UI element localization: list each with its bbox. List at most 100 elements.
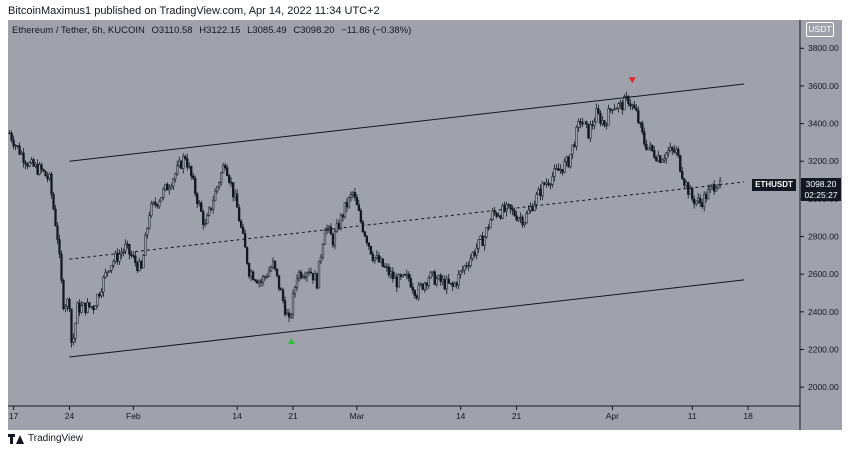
candle-body bbox=[30, 159, 33, 163]
candle-body bbox=[487, 227, 490, 229]
candle-body bbox=[321, 244, 325, 258]
candle-body bbox=[253, 279, 257, 282]
candle-body bbox=[58, 239, 61, 255]
candle-body bbox=[611, 109, 614, 111]
candle-body bbox=[481, 235, 484, 247]
candle-body bbox=[335, 223, 339, 232]
candle-body bbox=[427, 277, 430, 286]
candle-body bbox=[259, 280, 263, 283]
currency-badge[interactable]: USDT bbox=[806, 22, 834, 37]
candle-body bbox=[301, 276, 305, 278]
candle-body bbox=[277, 275, 281, 290]
candle-body bbox=[581, 122, 584, 125]
candle-body bbox=[16, 145, 19, 147]
candle-body bbox=[261, 276, 265, 283]
candle-body bbox=[517, 217, 520, 221]
candle-body bbox=[457, 274, 460, 286]
candle-body bbox=[623, 96, 626, 111]
candle-body bbox=[118, 253, 121, 262]
candle-body bbox=[327, 226, 331, 229]
candle-body bbox=[507, 203, 510, 206]
candle-body bbox=[66, 299, 69, 307]
y-tick-label: 2200.00 bbox=[808, 345, 839, 355]
candle-body bbox=[353, 192, 357, 198]
low-value: 3085.49 bbox=[252, 25, 287, 36]
candle-body bbox=[156, 204, 159, 207]
candle-body bbox=[657, 155, 660, 162]
footer-brand: TradingView bbox=[28, 433, 84, 444]
candle-body bbox=[373, 257, 377, 261]
candle-body bbox=[26, 164, 29, 167]
candle-body bbox=[233, 193, 237, 198]
candle-body bbox=[174, 173, 177, 180]
candle-body bbox=[651, 144, 654, 151]
candle-body bbox=[567, 156, 570, 168]
candle-body bbox=[695, 200, 698, 205]
candle-body bbox=[565, 156, 568, 162]
candle-body bbox=[701, 202, 704, 207]
candle-body bbox=[269, 267, 273, 272]
candle-body bbox=[72, 338, 75, 343]
candle-body bbox=[679, 155, 682, 172]
candle-body bbox=[231, 182, 235, 198]
candle-body bbox=[347, 197, 351, 208]
candle-body bbox=[535, 194, 538, 205]
candle-body bbox=[96, 293, 99, 307]
candle-body bbox=[391, 271, 394, 279]
candle-body bbox=[46, 175, 49, 180]
candle-body bbox=[509, 204, 512, 210]
candle-body bbox=[86, 302, 89, 313]
candle-body bbox=[359, 210, 363, 223]
candle-body bbox=[551, 176, 554, 185]
candle-body bbox=[126, 243, 129, 246]
candle-body bbox=[239, 220, 243, 228]
candle-body bbox=[409, 278, 412, 288]
x-tick-label: 21 bbox=[512, 411, 522, 421]
candle-body bbox=[411, 286, 414, 291]
candle-body bbox=[319, 256, 323, 262]
candle-body bbox=[443, 278, 446, 290]
candle-body bbox=[543, 182, 546, 185]
price-chart[interactable]: 2000.002200.002400.002600.002800.003000.… bbox=[8, 20, 842, 430]
candle-body bbox=[275, 268, 279, 276]
candle-body bbox=[503, 205, 506, 212]
candle-body bbox=[235, 193, 239, 208]
y-tick-label: 3400.00 bbox=[808, 119, 839, 129]
candle-body bbox=[439, 274, 442, 282]
candle-body bbox=[82, 302, 85, 306]
candle-body bbox=[34, 163, 37, 167]
candle-body bbox=[659, 155, 662, 163]
candle-body bbox=[90, 306, 93, 308]
candle-body bbox=[681, 171, 684, 180]
candle-body bbox=[709, 186, 712, 190]
candle-body bbox=[138, 260, 141, 271]
candle-body bbox=[379, 258, 382, 263]
candle-body bbox=[130, 254, 133, 256]
candle-body bbox=[553, 168, 556, 177]
candle-body bbox=[693, 198, 696, 205]
candle-body bbox=[281, 289, 285, 301]
candle-body bbox=[369, 245, 373, 255]
candle-body bbox=[24, 162, 27, 165]
candle-body bbox=[713, 184, 716, 192]
candle-body bbox=[449, 282, 452, 285]
candle-body bbox=[653, 150, 656, 158]
candle-body bbox=[453, 282, 456, 287]
candle-body bbox=[166, 183, 169, 191]
candle-body bbox=[279, 288, 283, 291]
candle-body bbox=[40, 164, 43, 170]
candle-body bbox=[313, 273, 317, 281]
candle-body bbox=[48, 173, 51, 180]
candle-body bbox=[577, 121, 580, 128]
candle-body bbox=[477, 239, 480, 249]
candle-body bbox=[371, 253, 375, 261]
signal-markers bbox=[287, 77, 636, 345]
candle-body bbox=[283, 300, 287, 315]
chart-frame[interactable]: 2000.002200.002400.002600.002800.003000.… bbox=[8, 20, 842, 430]
candle-body bbox=[715, 187, 718, 192]
candle-body bbox=[289, 314, 293, 318]
candle-body bbox=[483, 236, 486, 247]
candle-body bbox=[287, 312, 291, 318]
candle-body bbox=[643, 131, 646, 145]
candle-body bbox=[607, 108, 610, 126]
